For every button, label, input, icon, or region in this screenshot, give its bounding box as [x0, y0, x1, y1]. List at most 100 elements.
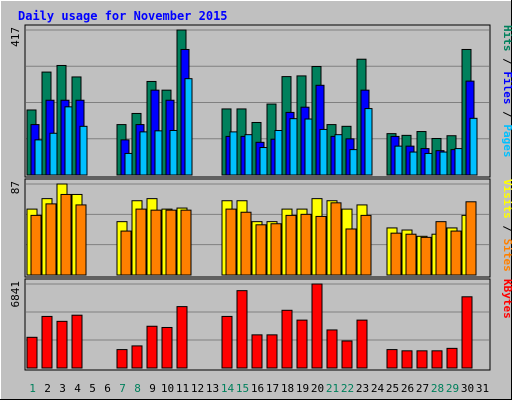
bar-sites-day-9 — [150, 209, 162, 276]
bar-pages-day-7 — [124, 152, 133, 176]
bar-kbytes-day-8 — [131, 345, 143, 369]
bar-kbytes-day-2 — [41, 315, 53, 369]
panel-visits-sites: 87 Visits / Sites — [9, 178, 512, 278]
legend-part: Hits — [501, 25, 512, 52]
bar-pages-day-22 — [349, 149, 358, 176]
legend-part: / — [501, 52, 512, 72]
day-label-12: 12 — [191, 382, 204, 395]
bar-pages-day-16 — [259, 147, 268, 176]
bar-sites-day-8 — [135, 208, 147, 276]
legend-part: / — [501, 105, 512, 125]
day-label-4: 4 — [74, 382, 81, 395]
bar-sites-day-16 — [255, 224, 267, 276]
bar-pages-day-3 — [64, 106, 73, 176]
bar-kbytes-day-21 — [326, 329, 338, 369]
bar-pages-day-26 — [409, 151, 418, 176]
bar-pages-day-27 — [424, 152, 433, 176]
panel-ymax-label: 87 — [9, 181, 22, 194]
legend-part: / — [501, 219, 512, 239]
legend-part: Visits — [501, 179, 512, 219]
bar-sites-day-27 — [420, 236, 432, 276]
bar-kbytes-day-29 — [446, 347, 458, 369]
bar-kbytes-day-1 — [26, 336, 38, 369]
day-label-16: 16 — [251, 382, 264, 395]
bar-kbytes-day-4 — [71, 314, 83, 369]
day-label-7: 7 — [119, 382, 126, 395]
legend-part: Files — [501, 71, 512, 104]
panel-ymax-label: 417 — [9, 27, 22, 47]
day-label-6: 6 — [104, 382, 111, 395]
bar-pages-day-15 — [244, 134, 253, 176]
day-label-18: 18 — [281, 382, 294, 395]
bar-kbytes-day-27 — [416, 350, 428, 369]
bar-sites-day-15 — [240, 211, 252, 276]
bar-pages-day-20 — [319, 128, 328, 176]
day-label-3: 3 — [59, 382, 66, 395]
day-label-24: 24 — [371, 382, 385, 395]
bar-sites-day-1 — [30, 214, 42, 276]
bar-kbytes-day-11 — [176, 306, 188, 369]
bar-kbytes-day-9 — [146, 325, 158, 369]
day-label-8: 8 — [134, 382, 141, 395]
day-label-26: 26 — [401, 382, 414, 395]
day-label-31: 31 — [476, 382, 489, 395]
bar-kbytes-day-10 — [161, 326, 173, 369]
day-label-22: 22 — [341, 382, 354, 395]
bar-sites-day-11 — [180, 209, 192, 276]
panel-kbytes: 6841 KBytes — [9, 278, 512, 371]
bar-kbytes-day-20 — [311, 283, 323, 369]
bar-sites-day-30 — [465, 201, 477, 276]
bar-sites-day-3 — [60, 193, 72, 276]
panel-legend-label: KBytes — [501, 279, 512, 319]
bar-pages-day-10 — [169, 129, 178, 176]
bar-pages-day-9 — [154, 130, 163, 176]
bar-pages-day-14 — [229, 131, 238, 176]
bar-sites-day-10 — [165, 209, 177, 276]
bar-sites-day-21 — [330, 202, 342, 276]
bar-sites-day-18 — [285, 214, 297, 276]
legend-part: Pages — [501, 124, 512, 157]
day-label-5: 5 — [89, 382, 96, 395]
bar-sites-day-25 — [390, 232, 402, 276]
bar-kbytes-day-22 — [341, 340, 353, 369]
panel-pages-files-hits: 417 Hits / Files / Pages — [9, 24, 512, 178]
day-label-27: 27 — [416, 382, 429, 395]
panel-legend-label: Visits / Sites — [501, 179, 512, 272]
bar-kbytes-day-15 — [236, 290, 248, 369]
bar-kbytes-day-14 — [221, 315, 233, 369]
bar-pages-day-2 — [49, 132, 58, 176]
day-label-13: 13 — [206, 382, 219, 395]
bar-sites-day-7 — [120, 230, 132, 276]
panel-legend-label: Hits / Files / Pages — [501, 25, 512, 158]
bar-kbytes-day-28 — [431, 350, 443, 369]
bar-kbytes-day-16 — [251, 334, 263, 369]
bar-sites-day-23 — [360, 214, 372, 276]
chart-title: Daily usage for November 2015 — [18, 9, 228, 23]
bar-sites-day-14 — [225, 208, 237, 276]
bar-pages-day-18 — [289, 118, 298, 176]
bar-pages-day-23 — [364, 108, 373, 176]
bar-sites-day-28 — [435, 221, 447, 276]
bar-pages-day-11 — [184, 78, 193, 176]
bar-pages-day-21 — [334, 134, 343, 176]
bar-pages-day-30 — [469, 117, 478, 176]
bar-kbytes-day-17 — [266, 334, 278, 369]
bar-pages-day-4 — [79, 125, 88, 176]
day-label-29: 29 — [446, 382, 459, 395]
day-label-10: 10 — [161, 382, 174, 395]
bar-pages-day-25 — [394, 145, 403, 176]
day-label-19: 19 — [296, 382, 309, 395]
bar-pages-day-19 — [304, 118, 313, 176]
day-label-9: 9 — [149, 382, 156, 395]
day-label-20: 20 — [311, 382, 324, 395]
bar-sites-day-4 — [75, 204, 87, 276]
day-label-23: 23 — [356, 382, 369, 395]
day-label-21: 21 — [326, 382, 339, 395]
bar-kbytes-day-18 — [281, 309, 293, 369]
bar-sites-day-22 — [345, 228, 357, 276]
day-label-30: 30 — [461, 382, 474, 395]
bar-pages-day-29 — [454, 148, 463, 176]
bar-kbytes-day-30 — [461, 296, 473, 369]
